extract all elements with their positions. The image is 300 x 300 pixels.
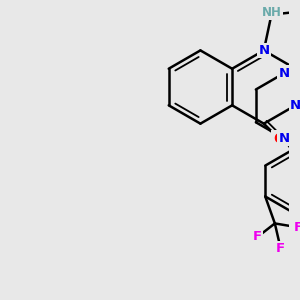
Text: F: F [253, 230, 262, 243]
Text: F: F [276, 242, 285, 255]
Text: O: O [273, 132, 285, 145]
Text: N: N [279, 132, 290, 145]
Text: N: N [290, 99, 300, 112]
Text: NH: NH [262, 6, 281, 19]
Text: N: N [279, 67, 290, 80]
Text: F: F [293, 221, 300, 234]
Text: N: N [258, 44, 269, 57]
